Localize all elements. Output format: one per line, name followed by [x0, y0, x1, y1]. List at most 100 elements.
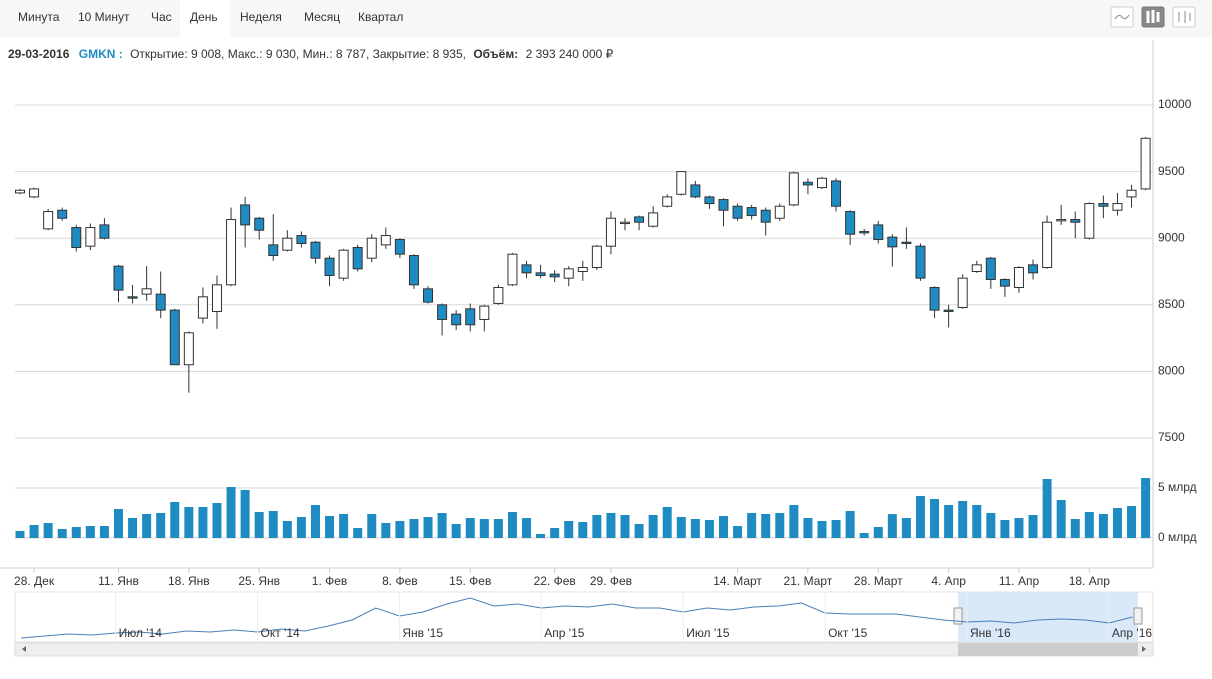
candle-body [746, 207, 757, 217]
candle-body [324, 257, 335, 276]
candle-body [99, 224, 110, 239]
candle-body [859, 231, 870, 234]
tab[interactable]: Минута [18, 10, 60, 24]
navigator-line [20, 597, 1133, 639]
candle-body [634, 216, 645, 223]
volume-bar [99, 526, 109, 538]
candle-body [605, 217, 616, 247]
info-line: 29-03-2016 GMKN : Открытие: 9 008, Макс.… [8, 47, 614, 61]
candle-body [915, 245, 926, 279]
volume-bar [606, 513, 616, 538]
y-tick-label: 9500 [1158, 164, 1185, 178]
candle-body [802, 181, 813, 186]
candle-body [43, 211, 54, 230]
volume-bar [493, 519, 503, 538]
candle-body [901, 241, 912, 245]
candle-body [226, 219, 237, 286]
volume-bar [901, 518, 911, 538]
volume-bar [184, 507, 194, 538]
candle-body [338, 249, 349, 279]
volume-bar [212, 503, 222, 538]
navigator-label: Июл '15 [686, 626, 730, 640]
ohlc-icon [1178, 11, 1191, 23]
volume-bar [704, 520, 714, 538]
volume-bar [409, 519, 419, 538]
candle-body [240, 204, 251, 226]
volume-bar [465, 518, 475, 538]
volume-bar [423, 517, 433, 538]
volume-bar [817, 521, 827, 538]
x-tick-label: 4. Апр [931, 574, 966, 588]
scrollbar[interactable] [14, 642, 1154, 657]
ohlc-button[interactable] [1172, 6, 1196, 28]
info-date: 29-03-2016 [8, 47, 70, 61]
candle-body [1140, 137, 1151, 190]
volume-bar [859, 533, 869, 538]
volume-bar [310, 505, 320, 538]
candle-body [366, 237, 377, 259]
x-tick-label: 29. Фев [590, 574, 632, 588]
scrollbar-thumb[interactable] [958, 643, 1138, 656]
volume-bar [915, 496, 925, 538]
tab[interactable]: Час [151, 10, 172, 24]
volume-bar [1098, 514, 1108, 538]
active-tab [180, 0, 230, 37]
navigator-handle[interactable] [1133, 607, 1143, 625]
candle-body [591, 245, 602, 269]
x-tick-label: 25. Янв [238, 574, 280, 588]
candle-body [718, 199, 729, 211]
candle-body [437, 304, 448, 320]
volume-bar [578, 522, 588, 538]
volume-bar [733, 526, 743, 538]
volume-bar [156, 513, 166, 538]
volume-bar [170, 502, 180, 538]
tab[interactable]: Квартал [358, 10, 403, 24]
candle-body [155, 293, 166, 311]
candle-body [690, 184, 701, 198]
volume-bar [29, 525, 39, 538]
chart-type-buttons[interactable] [1110, 6, 1196, 28]
volume-bar [522, 518, 532, 538]
volume-bar [972, 505, 982, 538]
x-tick-label: 22. Фев [534, 574, 576, 588]
volume-bar [479, 519, 489, 538]
tab[interactable]: Неделя [240, 10, 282, 24]
candle-body [451, 313, 462, 326]
tab[interactable]: День [190, 10, 218, 24]
candle-body [127, 296, 138, 299]
tab[interactable]: 10 Минут [78, 10, 130, 24]
candle-body [704, 196, 715, 205]
candle-body [760, 209, 771, 223]
candle-body [141, 288, 152, 295]
volume-bar [536, 534, 546, 538]
volume-bar [1141, 478, 1151, 538]
volume-bar [789, 505, 799, 538]
volume-tick-label: 5 млрд [1158, 480, 1197, 494]
candle-body [577, 267, 588, 272]
x-tick-label: 18. Апр [1069, 574, 1111, 588]
candle-body [211, 284, 222, 312]
volume-bar [198, 507, 208, 538]
volume-bar [1056, 500, 1066, 538]
candle-body [380, 235, 391, 246]
candle-body [1084, 203, 1095, 239]
candle-body [774, 205, 785, 219]
navigator-label: Янв '15 [402, 626, 443, 640]
candle-body [1098, 203, 1109, 207]
volume-bar [226, 487, 236, 538]
candle-body [29, 188, 40, 198]
candle-body [465, 308, 476, 326]
candle-body [929, 286, 940, 311]
volume-bar [1042, 479, 1052, 538]
candle-body [1126, 189, 1137, 198]
candle-body [352, 247, 363, 270]
volume-bar [761, 514, 771, 538]
candle-body [788, 172, 799, 206]
candle-body [648, 212, 659, 227]
navigator-selection[interactable] [958, 592, 1138, 642]
navigator-label: Окт '15 [828, 626, 868, 640]
navigator-label: Окт '14 [261, 626, 301, 640]
tab[interactable]: Месяц [304, 10, 340, 24]
navigator-handle[interactable] [953, 607, 963, 625]
candle-body [423, 288, 434, 303]
